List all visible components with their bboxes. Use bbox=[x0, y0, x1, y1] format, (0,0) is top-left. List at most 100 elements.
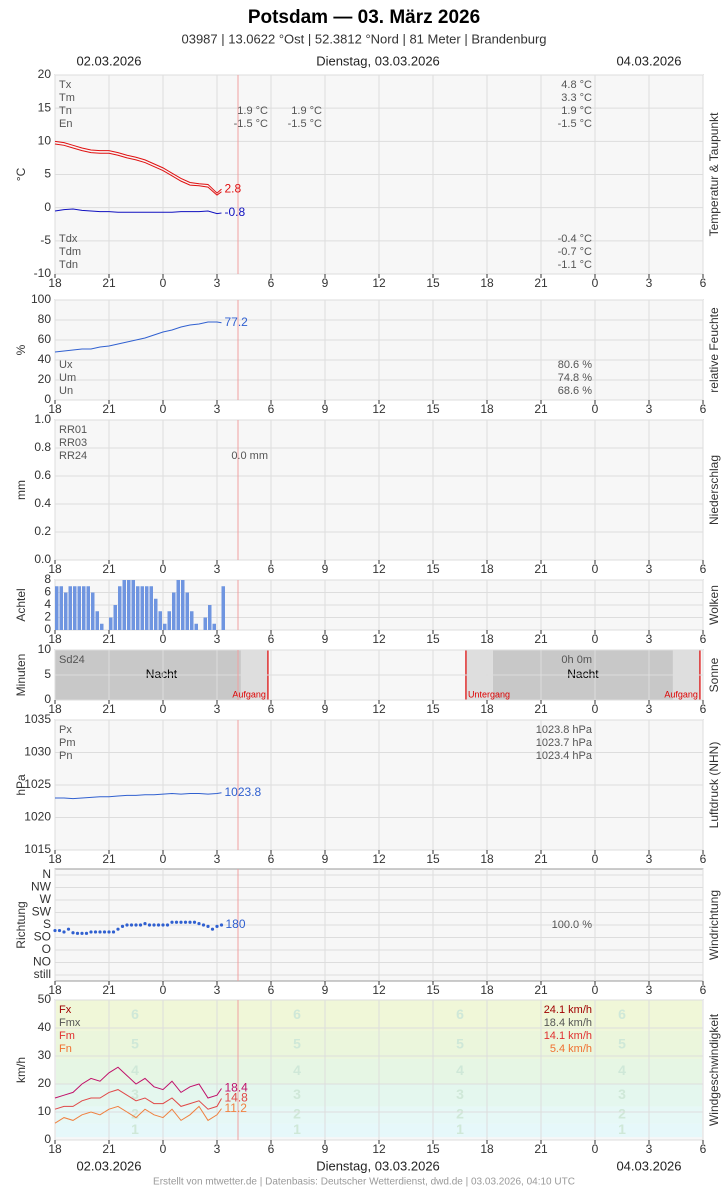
x-tick-label: 18 bbox=[480, 562, 494, 576]
x-tick-label: 3 bbox=[646, 983, 653, 997]
bar bbox=[145, 586, 149, 630]
point bbox=[134, 923, 138, 927]
y-tick-label: 1020 bbox=[24, 810, 51, 824]
stat-label: Un bbox=[59, 385, 73, 397]
x-tick-label: 3 bbox=[646, 1142, 653, 1156]
date: 02.03.2026 bbox=[76, 1158, 141, 1173]
point bbox=[206, 924, 210, 928]
beaufort-label: 1 bbox=[618, 1121, 626, 1137]
y-tick-label: 0.2 bbox=[34, 524, 51, 538]
x-tick-label: 3 bbox=[214, 402, 221, 416]
x-tick-label: 15 bbox=[426, 632, 440, 646]
y-tick-label: W bbox=[40, 892, 52, 906]
x-tick-label: 12 bbox=[372, 402, 386, 416]
point bbox=[129, 923, 134, 927]
y-tick-label: 15 bbox=[38, 100, 52, 114]
y-tick-label: 30 bbox=[38, 1048, 52, 1062]
bar bbox=[212, 623, 216, 630]
y-tick-label: NW bbox=[31, 880, 52, 894]
point bbox=[66, 927, 71, 931]
x-tick-label: 3 bbox=[214, 983, 221, 997]
point bbox=[210, 927, 215, 931]
x-tick-label: 21 bbox=[534, 402, 548, 416]
stat-label: Tdn bbox=[59, 259, 78, 271]
y-tick-label: 60 bbox=[38, 332, 52, 346]
x-tick-label: 3 bbox=[214, 702, 221, 716]
stat-value: 24.1 km/h bbox=[544, 1004, 592, 1016]
stat-label: Pn bbox=[59, 750, 72, 762]
series-line bbox=[55, 792, 222, 800]
y-tick-label: 1035 bbox=[24, 712, 51, 726]
x-tick-label: 21 bbox=[534, 276, 548, 290]
x-tick-label: 0 bbox=[160, 702, 167, 716]
x-tick-label: 12 bbox=[372, 632, 386, 646]
sun-event-label: Aufgang bbox=[664, 689, 698, 699]
stat-label: Fmx bbox=[59, 1017, 81, 1029]
end-label: 2.8 bbox=[225, 181, 242, 195]
y-tick-label: -5 bbox=[40, 233, 51, 247]
stat-extra: -1.5 °C bbox=[234, 118, 268, 130]
end-label: -0.8 bbox=[225, 205, 246, 219]
x-tick-label: 6 bbox=[700, 402, 707, 416]
x-tick-label: 12 bbox=[372, 276, 386, 290]
bar bbox=[100, 623, 104, 630]
y-axis-label: Achtel bbox=[14, 588, 28, 621]
beaufort-label: 6 bbox=[456, 1006, 464, 1022]
x-tick-label: 15 bbox=[426, 852, 440, 866]
bar bbox=[185, 592, 189, 630]
x-tick-label: 21 bbox=[102, 702, 116, 716]
beaufort-label: 6 bbox=[131, 1006, 139, 1022]
side-title: Sonne bbox=[707, 657, 721, 692]
y-tick-label: 0 bbox=[44, 622, 51, 636]
side-title: Wolken bbox=[707, 585, 721, 625]
x-tick-label: 18 bbox=[480, 702, 494, 716]
beaufort-label: 2 bbox=[456, 1106, 464, 1122]
x-tick-label: 15 bbox=[426, 402, 440, 416]
x-tick-label: 6 bbox=[268, 402, 275, 416]
point bbox=[116, 927, 120, 931]
x-tick-label: 15 bbox=[426, 562, 440, 576]
bar bbox=[149, 586, 153, 630]
date: 02.03.2026 bbox=[76, 53, 141, 68]
point bbox=[152, 923, 156, 927]
x-tick-label: 0 bbox=[160, 632, 167, 646]
point bbox=[125, 923, 129, 927]
y-tick-label: 5 bbox=[44, 667, 51, 681]
y-tick-label: 0 bbox=[44, 200, 51, 214]
stat-label: Fx bbox=[59, 1004, 72, 1016]
bar bbox=[113, 605, 117, 630]
point bbox=[179, 920, 183, 924]
x-tick-label: 18 bbox=[48, 562, 62, 576]
y-tick-label: N bbox=[42, 867, 51, 881]
beaufort-label: 4 bbox=[618, 1062, 626, 1078]
point bbox=[75, 931, 80, 935]
y-tick-label: 2 bbox=[44, 610, 51, 624]
beaufort-label: 5 bbox=[131, 1036, 139, 1052]
x-tick-label: 18 bbox=[48, 702, 62, 716]
end-label: 1023.8 bbox=[225, 785, 262, 799]
y-tick-label: 10 bbox=[38, 642, 52, 656]
x-tick-label: 12 bbox=[372, 852, 386, 866]
point bbox=[183, 920, 188, 924]
beaufort-label: 3 bbox=[618, 1086, 626, 1102]
bar bbox=[163, 623, 167, 630]
x-tick-label: 18 bbox=[48, 276, 62, 290]
series-line bbox=[54, 208, 222, 215]
side-title: Windrichtung bbox=[707, 890, 721, 960]
subtitle: 03987 | 13.0622 °Ost | 52.3812 °Nord | 8… bbox=[181, 31, 546, 46]
side-title: Temperatur & Taupunkt bbox=[707, 112, 721, 237]
end-label: 14.8 bbox=[225, 1091, 249, 1105]
stat-value: -1.5 °C bbox=[558, 118, 592, 130]
stat-value: 1023.7 hPa bbox=[536, 737, 593, 749]
point bbox=[80, 931, 84, 935]
x-tick-label: 6 bbox=[268, 702, 275, 716]
x-tick-label: 6 bbox=[700, 1142, 707, 1156]
point bbox=[188, 920, 192, 924]
bar bbox=[190, 611, 194, 630]
x-tick-label: 6 bbox=[268, 632, 275, 646]
y-axis-label: Richtung bbox=[14, 901, 28, 948]
stat-value: 0h 0m bbox=[561, 654, 592, 666]
stat-label: Fm bbox=[59, 1030, 75, 1042]
x-tick-label: 9 bbox=[322, 1142, 329, 1156]
bar bbox=[221, 586, 225, 630]
